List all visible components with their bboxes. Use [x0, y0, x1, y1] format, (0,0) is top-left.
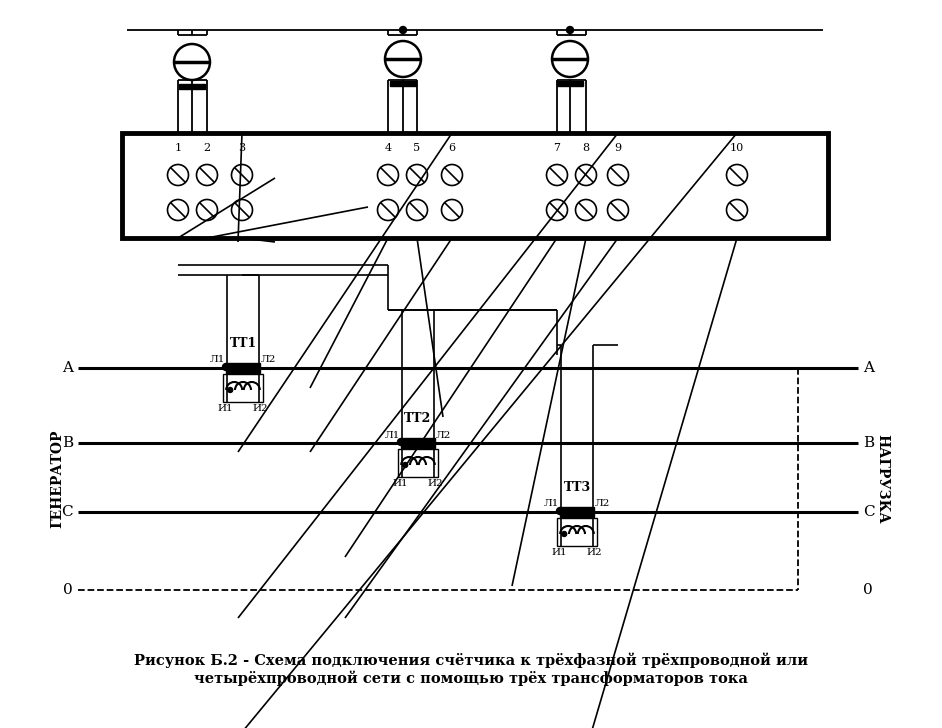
Text: 3: 3: [238, 143, 246, 153]
Text: 2: 2: [203, 143, 211, 153]
Text: 0: 0: [63, 583, 73, 597]
Text: ТТ1: ТТ1: [229, 337, 256, 350]
Text: 9: 9: [614, 143, 622, 153]
Bar: [557, 518, 597, 546]
Text: 4: 4: [384, 143, 392, 153]
Text: 1: 1: [174, 143, 182, 153]
Circle shape: [402, 462, 408, 467]
Text: ГЕНЕРАТОР: ГЕНЕРАТОР: [50, 430, 64, 529]
Text: 0: 0: [863, 583, 872, 597]
Text: A: A: [863, 361, 874, 375]
Text: 5: 5: [414, 143, 420, 153]
Text: Л2: Л2: [595, 499, 610, 508]
Bar: [223, 374, 263, 402]
Bar: [179, 84, 205, 89]
Text: четырёхпроводной сети с помощью трёх трансформаторов тока: четырёхпроводной сети с помощью трёх тра…: [194, 670, 748, 686]
Text: 6: 6: [448, 143, 456, 153]
Bar: [122, 133, 828, 238]
Circle shape: [228, 387, 233, 392]
Text: И1: И1: [393, 479, 408, 488]
Text: Л1: Л1: [384, 430, 400, 440]
Circle shape: [566, 26, 574, 33]
Text: Л2: Л2: [261, 355, 276, 365]
Text: C: C: [863, 505, 874, 519]
Text: B: B: [62, 436, 73, 450]
Text: Л1: Л1: [544, 499, 559, 508]
Bar: [398, 449, 438, 477]
Text: A: A: [62, 361, 73, 375]
Text: И1: И1: [552, 548, 567, 557]
Text: Рисунок Б.2 - Схема подключения счётчика к трёхфазной трёхпроводной или: Рисунок Б.2 - Схема подключения счётчика…: [134, 652, 808, 668]
Text: И2: И2: [587, 548, 603, 557]
Text: B: B: [863, 436, 874, 450]
Circle shape: [399, 26, 407, 33]
Text: C: C: [61, 505, 73, 519]
Text: 10: 10: [730, 143, 744, 153]
Circle shape: [557, 507, 563, 515]
Text: НАГРУЗКА: НАГРУЗКА: [875, 434, 889, 524]
Text: И2: И2: [428, 479, 444, 488]
Bar: [390, 81, 416, 86]
Text: ТТ2: ТТ2: [404, 412, 431, 425]
Text: 8: 8: [582, 143, 590, 153]
Circle shape: [398, 438, 404, 446]
Text: ТТ3: ТТ3: [563, 481, 591, 494]
Bar: [560, 507, 594, 517]
Bar: [557, 81, 583, 86]
Circle shape: [222, 363, 230, 371]
Circle shape: [561, 531, 567, 537]
Bar: [401, 438, 435, 448]
Text: 7: 7: [554, 143, 560, 153]
Text: И1: И1: [218, 404, 234, 413]
Text: И2: И2: [252, 404, 268, 413]
Text: Л1: Л1: [210, 355, 225, 365]
Text: Л2: Л2: [436, 430, 451, 440]
Bar: [226, 363, 260, 373]
